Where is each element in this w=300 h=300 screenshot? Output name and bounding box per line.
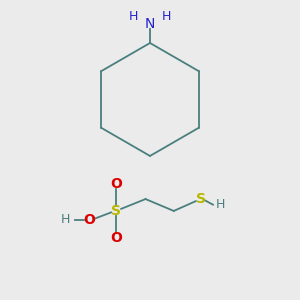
Text: O: O (110, 231, 122, 245)
Text: O: O (83, 213, 95, 227)
Text: S: S (111, 204, 121, 218)
Text: H: H (216, 199, 225, 212)
Text: N: N (145, 17, 155, 31)
Text: H: H (60, 213, 70, 226)
Text: H: H (129, 10, 138, 23)
Text: H: H (162, 10, 171, 23)
Text: S: S (196, 192, 206, 206)
Text: O: O (110, 177, 122, 191)
